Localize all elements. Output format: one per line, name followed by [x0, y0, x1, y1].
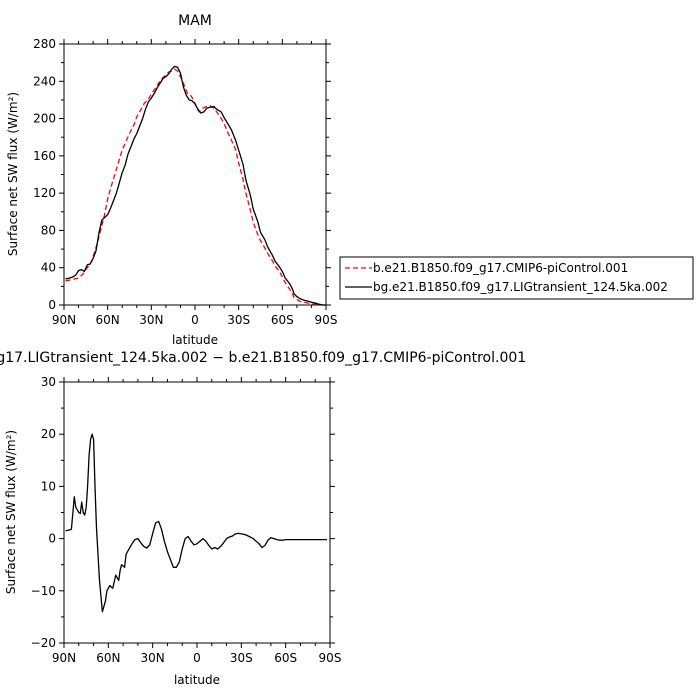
bottom-y-tick-label: −20	[31, 636, 56, 650]
top-series-line-0	[65, 68, 326, 306]
bottom-plot-frame	[63, 381, 331, 644]
bottom-x-tick-label: 0	[193, 651, 201, 665]
legend-label-ligtransient: bg.e21.B1850.f09_g17.LIGtransient_124.5k…	[373, 280, 668, 294]
top-x-tick-label: 60N	[96, 313, 120, 327]
bottom-y-axis-label: Surface net SW flux (W/m²)	[4, 430, 18, 594]
top-x-tick-label: 90S	[315, 313, 338, 327]
bottom-y-tick-label: 0	[48, 532, 56, 546]
bottom-x-tick-label: 90N	[52, 651, 76, 665]
top-series-line-1	[65, 65, 326, 306]
bottom-series-line-0	[65, 433, 327, 613]
top-x-tick-label: 90N	[52, 313, 76, 327]
bottom-x-tick-label: 30N	[141, 651, 165, 665]
top-y-tick-label: 120	[33, 186, 56, 200]
top-y-tick-label: 80	[41, 223, 56, 237]
top-y-tick-label: 200	[33, 112, 56, 126]
legend: b.e21.B1850.f09_g17.CMIP6-piControl.001 …	[339, 256, 694, 300]
top-y-axis-label: Surface net SW flux (W/m²)	[6, 92, 20, 256]
top-x-axis-label: latitude	[172, 333, 218, 347]
bottom-x-axis-label: latitude	[174, 673, 220, 687]
bottom-y-tick-label: −10	[31, 584, 56, 598]
bottom-y-tick-label: 30	[41, 375, 56, 389]
legend-box	[339, 256, 694, 300]
bottom-y-tick-label: 10	[41, 479, 56, 493]
top-x-tick-label: 0	[191, 313, 199, 327]
top-plot-frame	[63, 43, 327, 306]
top-x-tick-label: 30S	[227, 313, 250, 327]
bottom-x-tick-label: 90S	[319, 651, 342, 665]
bottom-panel: bg.e21.B1850.f09_g17.LIGtransient_124.5k…	[0, 350, 526, 687]
top-y-tick-label: 160	[33, 149, 56, 163]
top-y-tick-label: 280	[33, 37, 56, 51]
bottom-panel-title: bg.e21.B1850.f09_g17.LIGtransient_124.5k…	[0, 350, 526, 366]
top-panel-title: MAM	[178, 13, 212, 29]
top-x-tick-label: 60S	[271, 313, 294, 327]
top-y-tick-label: 240	[33, 74, 56, 88]
bottom-x-tick-label: 60S	[274, 651, 297, 665]
bottom-x-tick-label: 60N	[96, 651, 120, 665]
bottom-y-tick-label: 20	[41, 427, 56, 441]
bottom-x-tick-label: 30S	[230, 651, 253, 665]
top-panel: MAM 90N 60N 30N 0 30S 60S 90S 0 40 80 120 160 200 240…	[6, 13, 337, 347]
top-y-tick-label: 40	[41, 261, 56, 275]
legend-label-picontrol: b.e21.B1850.f09_g17.CMIP6-piControl.001	[373, 261, 628, 275]
top-y-tick-label: 0	[48, 298, 56, 312]
top-x-tick-label: 30N	[139, 313, 163, 327]
